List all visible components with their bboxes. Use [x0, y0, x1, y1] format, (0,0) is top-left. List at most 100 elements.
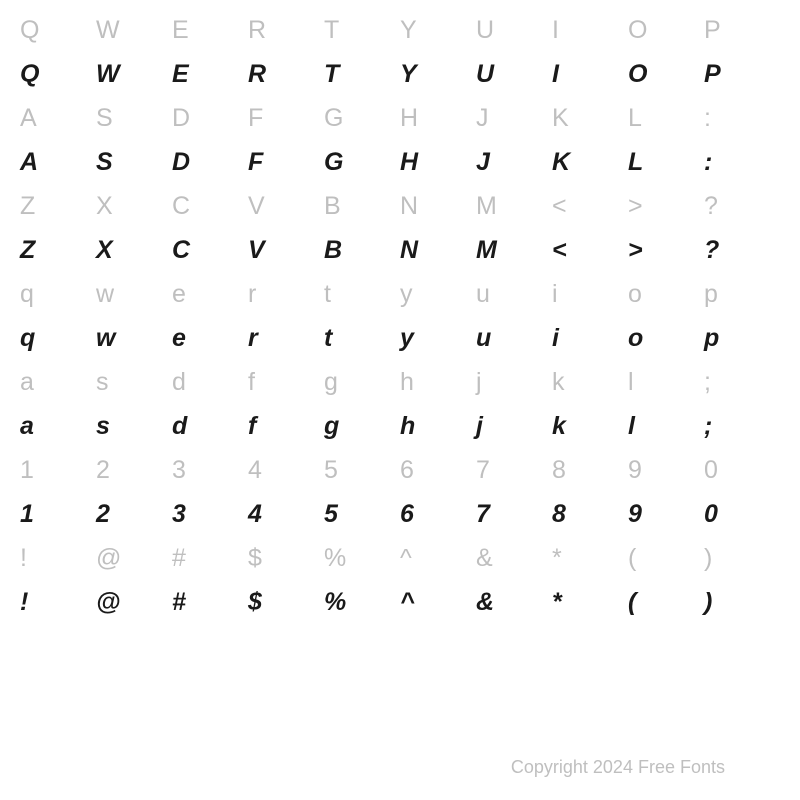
- glyph-row: QWERTYUIOP: [20, 52, 780, 96]
- glyph-cell: r: [248, 324, 324, 353]
- glyph-cell: Y: [400, 60, 476, 89]
- glyph-cell: B: [324, 192, 400, 221]
- glyph-cell: ;: [704, 412, 780, 441]
- glyph-cell: 3: [172, 500, 248, 529]
- glyph-row: !@#$%^&*(): [20, 536, 780, 580]
- glyph-cell: ^: [400, 544, 476, 573]
- glyph-cell: t: [324, 324, 400, 353]
- glyph-cell: O: [628, 16, 704, 45]
- glyph-row: qwertyuiop: [20, 316, 780, 360]
- glyph-cell: D: [172, 148, 248, 177]
- glyph-cell: <: [552, 192, 628, 221]
- glyph-cell: 4: [248, 456, 324, 485]
- glyph-cell: w: [96, 280, 172, 309]
- glyph-cell: d: [172, 368, 248, 397]
- glyph-cell: !: [20, 544, 96, 573]
- glyph-cell: B: [324, 236, 400, 265]
- glyph-cell: :: [704, 104, 780, 133]
- glyph-row: ZXCVBNM<>?: [20, 228, 780, 272]
- glyph-row: ZXCVBNM<>?: [20, 184, 780, 228]
- glyph-cell: >: [628, 236, 704, 265]
- glyph-cell: >: [628, 192, 704, 221]
- glyph-cell: 8: [552, 500, 628, 529]
- glyph-cell: h: [400, 412, 476, 441]
- glyph-row: !@#$%^&*(): [20, 580, 780, 624]
- glyph-cell: 2: [96, 456, 172, 485]
- glyph-cell: 2: [96, 500, 172, 529]
- glyph-cell: :: [704, 148, 780, 177]
- glyph-cell: I: [552, 60, 628, 89]
- glyph-cell: 6: [400, 456, 476, 485]
- glyph-cell: R: [248, 16, 324, 45]
- glyph-cell: A: [20, 104, 96, 133]
- glyph-row: ASDFGHJKL:: [20, 96, 780, 140]
- glyph-cell: t: [324, 280, 400, 309]
- glyph-cell: G: [324, 104, 400, 133]
- glyph-cell: &: [476, 544, 552, 573]
- glyph-cell: r: [248, 280, 324, 309]
- glyph-cell: a: [20, 368, 96, 397]
- glyph-cell: ): [704, 588, 780, 617]
- glyph-cell: y: [400, 280, 476, 309]
- glyph-cell: q: [20, 280, 96, 309]
- glyph-cell: S: [96, 148, 172, 177]
- glyph-cell: 0: [704, 500, 780, 529]
- glyph-cell: E: [172, 16, 248, 45]
- glyph-cell: D: [172, 104, 248, 133]
- glyph-cell: I: [552, 16, 628, 45]
- glyph-cell: $: [248, 544, 324, 573]
- glyph-cell: l: [628, 412, 704, 441]
- glyph-cell: o: [628, 324, 704, 353]
- glyph-cell: H: [400, 104, 476, 133]
- glyph-cell: *: [552, 544, 628, 573]
- glyph-cell: g: [324, 412, 400, 441]
- glyph-row: qwertyuiop: [20, 272, 780, 316]
- glyph-cell: C: [172, 236, 248, 265]
- glyph-cell: P: [704, 60, 780, 89]
- glyph-cell: %: [324, 544, 400, 573]
- glyph-cell: C: [172, 192, 248, 221]
- glyph-cell: (: [628, 588, 704, 617]
- glyph-cell: #: [172, 588, 248, 617]
- glyph-cell: 5: [324, 456, 400, 485]
- glyph-cell: M: [476, 236, 552, 265]
- glyph-cell: G: [324, 148, 400, 177]
- glyph-row: 1234567890: [20, 492, 780, 536]
- glyph-cell: 9: [628, 456, 704, 485]
- glyph-cell: &: [476, 588, 552, 617]
- glyph-cell: 9: [628, 500, 704, 529]
- glyph-cell: V: [248, 236, 324, 265]
- glyph-cell: j: [476, 368, 552, 397]
- glyph-cell: u: [476, 324, 552, 353]
- glyph-cell: 6: [400, 500, 476, 529]
- glyph-cell: J: [476, 104, 552, 133]
- glyph-cell: 7: [476, 456, 552, 485]
- glyph-cell: T: [324, 60, 400, 89]
- glyph-cell: V: [248, 192, 324, 221]
- glyph-cell: w: [96, 324, 172, 353]
- glyph-cell: Y: [400, 16, 476, 45]
- glyph-cell: e: [172, 324, 248, 353]
- glyph-cell: k: [552, 412, 628, 441]
- glyph-cell: T: [324, 16, 400, 45]
- glyph-cell: ?: [704, 192, 780, 221]
- glyph-cell: U: [476, 60, 552, 89]
- glyph-cell: l: [628, 368, 704, 397]
- glyph-cell: F: [248, 148, 324, 177]
- glyph-cell: R: [248, 60, 324, 89]
- glyph-cell: @: [96, 544, 172, 573]
- glyph-cell: M: [476, 192, 552, 221]
- glyph-cell: *: [552, 588, 628, 617]
- glyph-cell: 8: [552, 456, 628, 485]
- glyph-cell: S: [96, 104, 172, 133]
- glyph-cell: Q: [20, 60, 96, 89]
- glyph-cell: p: [704, 324, 780, 353]
- glyph-cell: Z: [20, 236, 96, 265]
- glyph-cell: ?: [704, 236, 780, 265]
- glyph-cell: P: [704, 16, 780, 45]
- glyph-cell: q: [20, 324, 96, 353]
- glyph-cell: @: [96, 588, 172, 617]
- glyph-cell: W: [96, 16, 172, 45]
- glyph-cell: 1: [20, 456, 96, 485]
- glyph-cell: h: [400, 368, 476, 397]
